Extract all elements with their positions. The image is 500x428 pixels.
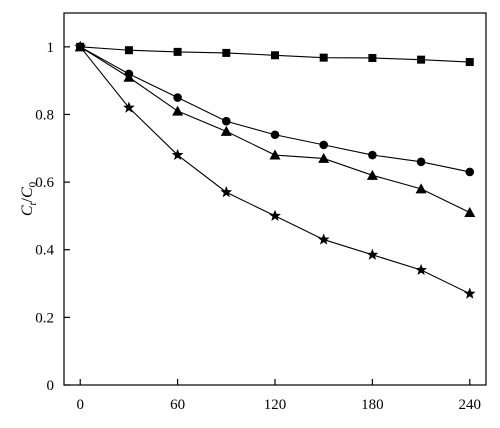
data-point-square	[173, 47, 182, 56]
data-point-square	[271, 51, 279, 60]
x-tick-label: 180	[361, 397, 384, 413]
data-point-triangle	[220, 125, 232, 136]
data-point-circle	[222, 116, 231, 126]
series-triangle	[74, 41, 476, 218]
data-point-triangle	[269, 149, 281, 160]
x-tick-label: 60	[170, 397, 185, 413]
y-axis-label-slash: /	[19, 197, 36, 202]
y-tick-label: 0.2	[35, 310, 54, 326]
y-tick-label: 0.4	[35, 243, 54, 259]
series-star	[74, 40, 476, 299]
data-point-star	[317, 233, 330, 245]
data-point-star	[415, 263, 427, 276]
data-point-star	[74, 40, 87, 52]
data-point-square	[222, 48, 231, 57]
data-point-square	[124, 46, 133, 55]
data-point-circle	[173, 93, 182, 102]
data-point-triangle	[172, 105, 184, 116]
data-point-star	[220, 186, 233, 198]
plot-frame	[63, 12, 487, 386]
data-point-triangle	[464, 207, 476, 218]
y-axis-label-main2: C	[19, 187, 36, 198]
y-tick-label: 0.8	[35, 107, 54, 123]
data-point-square	[465, 58, 474, 67]
data-point-square	[319, 53, 328, 62]
data-point-circle	[319, 140, 328, 150]
y-axis-label-sub2: 0	[27, 181, 39, 187]
y-axis-label-sub1: t	[27, 202, 39, 206]
y-tick-label: 0	[47, 378, 55, 394]
data-point-star	[123, 101, 135, 113]
data-point-triangle	[318, 152, 330, 163]
series-line	[79, 46, 471, 214]
data-point-circle	[465, 167, 475, 177]
data-point-square	[417, 55, 426, 64]
data-point-star	[269, 209, 281, 221]
data-point-square	[368, 53, 377, 62]
x-tick-label: 240	[459, 397, 482, 413]
series-square	[76, 42, 474, 67]
data-point-star	[171, 148, 184, 161]
data-point-circle	[416, 157, 426, 167]
data-point-circle	[368, 150, 377, 160]
data-point-circle	[270, 130, 280, 140]
data-point-triangle	[366, 169, 378, 180]
data-point-triangle	[123, 71, 135, 82]
y-axis-label: Ct/C0	[19, 181, 39, 216]
data-point-star	[463, 287, 476, 299]
x-tick-label: 120	[264, 397, 287, 413]
y-axis-label-main: C	[19, 205, 36, 216]
x-axis-ticks: 0 60 120 180 240	[76, 379, 481, 413]
y-tick-label: 1	[47, 40, 55, 56]
y-tick-label: 0.6	[35, 175, 54, 191]
data-point-triangle	[415, 183, 427, 194]
y-axis-ticks: 0 0.2 0.4 0.6 0.8 1	[35, 40, 70, 394]
series-layer	[74, 40, 476, 299]
data-point-star	[366, 248, 379, 260]
x-tick-label: 0	[76, 397, 84, 413]
